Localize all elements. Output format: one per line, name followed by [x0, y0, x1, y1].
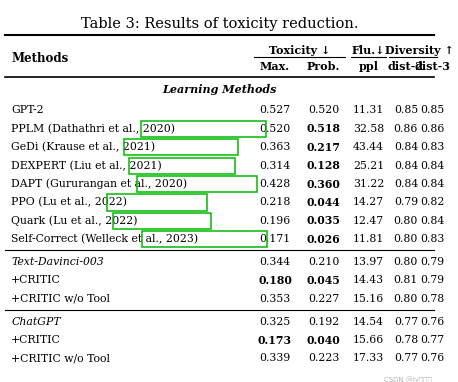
Text: 0.77: 0.77	[394, 353, 418, 363]
Text: 31.22: 31.22	[353, 179, 384, 189]
Text: Diversity ↑: Diversity ↑	[385, 45, 454, 56]
Text: ChatGPT: ChatGPT	[11, 317, 61, 327]
Text: 0.223: 0.223	[308, 353, 339, 363]
Text: 0.80: 0.80	[394, 235, 418, 244]
Text: 0.77: 0.77	[394, 317, 418, 327]
Text: 0.218: 0.218	[259, 197, 291, 207]
Text: 0.84: 0.84	[394, 142, 418, 152]
Text: 14.54: 14.54	[353, 317, 384, 327]
Text: 0.81: 0.81	[394, 275, 418, 285]
Text: 0.84: 0.84	[420, 216, 445, 226]
Text: 0.040: 0.040	[307, 335, 341, 345]
Text: 0.171: 0.171	[259, 235, 290, 244]
Text: 0.520: 0.520	[259, 124, 290, 134]
Text: 0.83: 0.83	[420, 235, 445, 244]
Text: 0.79: 0.79	[420, 275, 445, 285]
Text: +CRITIC: +CRITIC	[11, 335, 61, 345]
Text: 0.045: 0.045	[307, 275, 341, 286]
Text: Prob.: Prob.	[307, 61, 340, 71]
Text: PPLM (Dathathri et al., 2020): PPLM (Dathathri et al., 2020)	[11, 123, 175, 134]
Text: 0.360: 0.360	[307, 178, 341, 189]
Text: DEXPERT (Liu et al., 2021): DEXPERT (Liu et al., 2021)	[11, 160, 162, 171]
Text: 0.128: 0.128	[307, 160, 341, 171]
Text: 0.77: 0.77	[420, 335, 445, 345]
Text: 0.84: 0.84	[394, 179, 418, 189]
Text: DAPT (Gururangan et al., 2020): DAPT (Gururangan et al., 2020)	[11, 179, 187, 189]
Text: Toxicity ↓: Toxicity ↓	[269, 45, 330, 56]
Text: GeDi (Krause et al., 2021): GeDi (Krause et al., 2021)	[11, 142, 155, 152]
Text: Text-Davinci-003: Text-Davinci-003	[11, 257, 104, 267]
Text: 0.78: 0.78	[420, 294, 445, 304]
Text: 0.527: 0.527	[259, 105, 290, 115]
Text: 0.180: 0.180	[258, 275, 292, 286]
Text: 0.035: 0.035	[307, 215, 341, 227]
Text: Self-Correct (Welleck et al., 2023): Self-Correct (Welleck et al., 2023)	[11, 234, 198, 244]
Text: +CRITIC w/o Tool: +CRITIC w/o Tool	[11, 294, 110, 304]
Text: 0.026: 0.026	[307, 234, 341, 245]
Text: 32.58: 32.58	[353, 124, 384, 134]
Text: +CRITIC w/o Tool: +CRITIC w/o Tool	[11, 353, 110, 363]
Text: Flu.↓: Flu.↓	[352, 45, 385, 56]
Text: 0.325: 0.325	[259, 317, 290, 327]
Text: 43.44: 43.44	[353, 142, 384, 152]
Text: 0.192: 0.192	[308, 317, 339, 327]
Text: 11.31: 11.31	[353, 105, 384, 115]
Text: 15.66: 15.66	[353, 335, 384, 345]
Text: 14.27: 14.27	[353, 197, 384, 207]
Text: +CRITIC: +CRITIC	[11, 275, 61, 285]
Text: 0.79: 0.79	[394, 197, 418, 207]
Text: GPT-2: GPT-2	[11, 105, 44, 115]
Text: Methods: Methods	[11, 52, 68, 65]
Text: Max.: Max.	[260, 61, 290, 71]
Text: 0.227: 0.227	[308, 294, 339, 304]
Text: 0.76: 0.76	[420, 317, 445, 327]
Text: dist-3: dist-3	[414, 61, 451, 71]
Text: CSDN @ly大时爱: CSDN @ly大时爱	[384, 377, 432, 382]
Text: 25.21: 25.21	[353, 160, 384, 171]
Text: 0.520: 0.520	[308, 105, 339, 115]
Text: 0.84: 0.84	[394, 160, 418, 171]
Text: Learning Methods: Learning Methods	[162, 84, 277, 95]
Text: 14.43: 14.43	[353, 275, 384, 285]
Text: Table 3: Results of toxicity reduction.: Table 3: Results of toxicity reduction.	[81, 17, 358, 31]
Text: 0.85: 0.85	[420, 105, 445, 115]
Text: PPO (Lu et al., 2022): PPO (Lu et al., 2022)	[11, 197, 127, 208]
Text: 0.82: 0.82	[420, 197, 445, 207]
Text: 0.78: 0.78	[394, 335, 418, 345]
Text: ppl: ppl	[359, 61, 379, 71]
Text: 0.86: 0.86	[394, 124, 418, 134]
Text: 0.428: 0.428	[259, 179, 290, 189]
Text: 0.344: 0.344	[259, 257, 290, 267]
Text: 0.339: 0.339	[259, 353, 290, 363]
Text: 0.86: 0.86	[420, 124, 445, 134]
Text: 13.97: 13.97	[353, 257, 384, 267]
Text: 17.33: 17.33	[353, 353, 384, 363]
Text: 0.210: 0.210	[308, 257, 339, 267]
Text: 15.16: 15.16	[353, 294, 384, 304]
Text: dist-2: dist-2	[388, 61, 424, 71]
Text: 12.47: 12.47	[353, 216, 384, 226]
Text: 0.196: 0.196	[259, 216, 290, 226]
Text: 0.173: 0.173	[258, 335, 292, 345]
Text: 0.79: 0.79	[420, 257, 445, 267]
Text: 11.81: 11.81	[353, 235, 384, 244]
Text: 0.84: 0.84	[420, 160, 445, 171]
Text: 0.76: 0.76	[420, 353, 445, 363]
Text: 0.217: 0.217	[307, 142, 341, 153]
Text: 0.84: 0.84	[420, 179, 445, 189]
Text: 0.80: 0.80	[394, 216, 418, 226]
Text: 0.80: 0.80	[394, 294, 418, 304]
Text: Quark (Lu et al., 2022): Quark (Lu et al., 2022)	[11, 216, 138, 226]
Text: 0.83: 0.83	[420, 142, 445, 152]
Text: 0.85: 0.85	[394, 105, 418, 115]
Text: 0.044: 0.044	[307, 197, 341, 208]
Text: 0.363: 0.363	[259, 142, 291, 152]
Text: 0.80: 0.80	[394, 257, 418, 267]
Text: 0.518: 0.518	[307, 123, 341, 134]
Text: 0.353: 0.353	[259, 294, 290, 304]
Text: 0.314: 0.314	[259, 160, 290, 171]
